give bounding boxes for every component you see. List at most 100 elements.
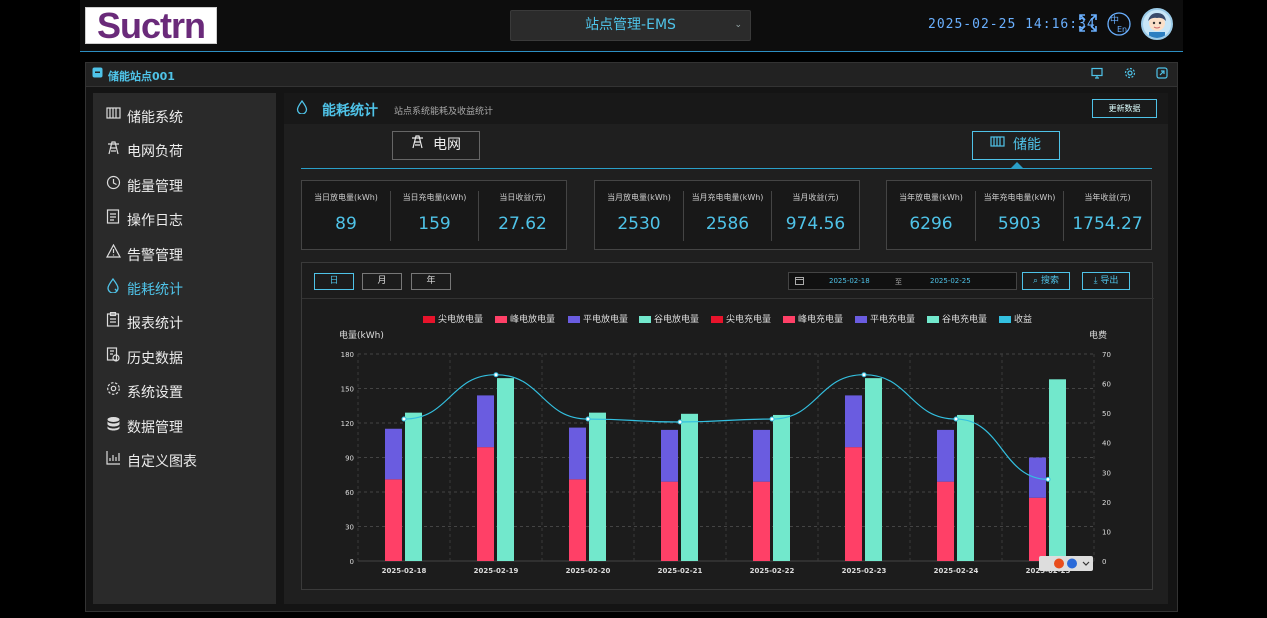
revenue-point xyxy=(953,416,959,422)
sidebar-item[interactable]: 历史数据 xyxy=(93,342,276,372)
sidebar-item[interactable]: 系统设置 xyxy=(93,376,276,406)
history-icon xyxy=(105,347,121,366)
battery-icon xyxy=(990,132,1005,159)
chart-toolbar-divider xyxy=(302,298,1154,299)
tab-grid[interactable]: 电网 xyxy=(392,131,480,160)
site-selector[interactable]: 站点管理-EMS ⌄ xyxy=(510,10,751,41)
language-icon[interactable]: 中 En xyxy=(1106,11,1132,42)
monthly-stats-card: 当月放电量(kWh) 2530 当月充电电量(kWh) 2586 当月收益(元)… xyxy=(594,180,860,250)
exit-icon[interactable] xyxy=(1156,67,1168,82)
sogou-icon xyxy=(1054,558,1064,569)
bar-valley-charge xyxy=(957,414,974,561)
y2-tick-label: 60 xyxy=(1102,381,1111,389)
sidebar-item[interactable]: 数据管理 xyxy=(93,411,276,441)
y2-tick-label: 20 xyxy=(1102,499,1111,507)
tab-underline xyxy=(301,168,1152,169)
legend-swatch xyxy=(999,316,1011,323)
sidebar-item[interactable]: 能量管理 xyxy=(93,170,276,200)
tab-grid-label: 电网 xyxy=(433,137,461,153)
export-button-label: 导出 xyxy=(1100,276,1119,286)
floating-toolbar-widget[interactable] xyxy=(1039,556,1093,571)
bar-peak-discharge xyxy=(753,481,770,561)
legend-item[interactable]: 谷电充电量 xyxy=(927,312,987,325)
legend-item[interactable]: 平电放电量 xyxy=(568,312,628,325)
legend-swatch xyxy=(568,316,580,323)
bar-flat-discharge xyxy=(385,428,402,480)
user-avatar[interactable] xyxy=(1141,8,1173,40)
revenue-point xyxy=(769,416,775,422)
revenue-point xyxy=(493,372,499,378)
y2-tick-label: 10 xyxy=(1102,528,1111,536)
legend-label: 谷电放电量 xyxy=(654,315,700,325)
date-end[interactable]: 2025-02-25 xyxy=(930,277,971,285)
export-button[interactable]: ⤓ 导出 xyxy=(1082,272,1130,290)
stat-label: 当年充电电量(kWh) xyxy=(983,193,1056,202)
y2-tick-label: 0 xyxy=(1102,558,1106,566)
stat-cell: 当年放电量(kWh) 6296 xyxy=(887,181,975,251)
y2-axis-title: 电费 xyxy=(1089,329,1107,341)
main-header: 能耗统计 站点系统能耗及收益统计 更新数据 xyxy=(284,93,1168,124)
stat-label: 当日充电量(kWh) xyxy=(402,193,467,202)
sidebar-item[interactable]: 储能系统 xyxy=(93,101,276,131)
bar-valley-charge xyxy=(681,413,698,561)
legend-item[interactable]: 平电充电量 xyxy=(855,312,915,325)
x-tick-label: 2025-02-22 xyxy=(750,567,795,575)
period-day-button[interactable]: 日 xyxy=(314,273,354,290)
date-range-picker[interactable]: 2025-02-18 至 2025-02-25 xyxy=(788,272,1017,290)
revenue-point xyxy=(1045,476,1051,482)
site-selector-value: 站点管理-EMS xyxy=(585,17,676,33)
stat-cell: 当月收益(元) 974.56 xyxy=(771,191,859,241)
gear-icon xyxy=(105,381,121,400)
y-tick-label: 180 xyxy=(341,351,354,359)
period-year-button[interactable]: 年 xyxy=(411,273,451,290)
daily-stats-card: 当日放电量(kWh) 89 当日充电量(kWh) 159 当日收益(元) 27.… xyxy=(301,180,567,250)
stat-cell: 当年充电电量(kWh) 5903 xyxy=(975,191,1063,241)
sidebar-item[interactable]: 操作日志 xyxy=(93,204,276,234)
legend-swatch xyxy=(711,316,723,323)
power-tower-icon xyxy=(410,132,425,159)
sidebar-item-label: 储能系统 xyxy=(127,110,183,126)
legend-item[interactable]: 峰电放电量 xyxy=(495,312,555,325)
sidebar-item-label: 历史数据 xyxy=(127,350,183,367)
legend-label: 平电放电量 xyxy=(583,315,629,325)
lang-zh: 中 xyxy=(1110,14,1119,26)
sidebar-item-label: 告警管理 xyxy=(127,247,183,264)
monitor-icon[interactable] xyxy=(1091,67,1103,82)
search-button[interactable]: ⌕ 搜索 xyxy=(1022,272,1070,290)
fullscreen-icon[interactable] xyxy=(1078,13,1098,38)
date-start[interactable]: 2025-02-18 xyxy=(829,277,870,285)
sidebar-item[interactable]: 能耗统计 xyxy=(93,273,276,303)
stat-value: 2586 xyxy=(705,214,750,234)
x-tick-label: 2025-02-25 xyxy=(1026,567,1071,575)
stat-value: 6296 xyxy=(909,214,953,234)
legend-item[interactable]: 尖电放电量 xyxy=(423,312,483,325)
legend-item[interactable]: 峰电充电量 xyxy=(783,312,843,325)
stat-value: 27.62 xyxy=(498,214,547,234)
stat-label: 当日放电量(kWh) xyxy=(314,193,378,202)
chart-icon xyxy=(105,450,121,469)
legend-item[interactable]: 尖电充电量 xyxy=(711,312,771,325)
sidebar-item[interactable]: 自定义图表 xyxy=(93,445,276,475)
stat-value: 89 xyxy=(335,214,357,234)
tab-storage[interactable]: 储能 xyxy=(972,131,1060,160)
stat-label: 当月收益(元) xyxy=(792,193,839,202)
update-data-button[interactable]: 更新数据 xyxy=(1092,99,1157,118)
battery-icon xyxy=(105,106,121,124)
stat-label: 当日收益(元) xyxy=(499,193,546,202)
stat-value: 159 xyxy=(418,214,451,234)
legend-item[interactable]: 谷电放电量 xyxy=(639,312,699,325)
sidebar-item[interactable]: 告警管理 xyxy=(93,239,276,269)
bar-peak-discharge xyxy=(385,479,402,561)
sidebar-item[interactable]: 报表统计 xyxy=(93,307,276,337)
legend-swatch xyxy=(927,316,939,323)
legend-item[interactable]: 收益 xyxy=(999,312,1032,325)
gear-icon[interactable] xyxy=(1124,67,1136,82)
bar-flat-discharge xyxy=(477,395,494,448)
search-icon: ⌕ xyxy=(1033,276,1039,286)
bar-valley-charge xyxy=(405,412,422,561)
y-tick-label: 0 xyxy=(350,558,354,566)
period-month-button[interactable]: 月 xyxy=(362,273,402,290)
x-tick-label: 2025-02-20 xyxy=(566,567,611,575)
sidebar-item[interactable]: 电网负荷 xyxy=(93,135,276,165)
bar-peak-discharge xyxy=(477,447,494,561)
